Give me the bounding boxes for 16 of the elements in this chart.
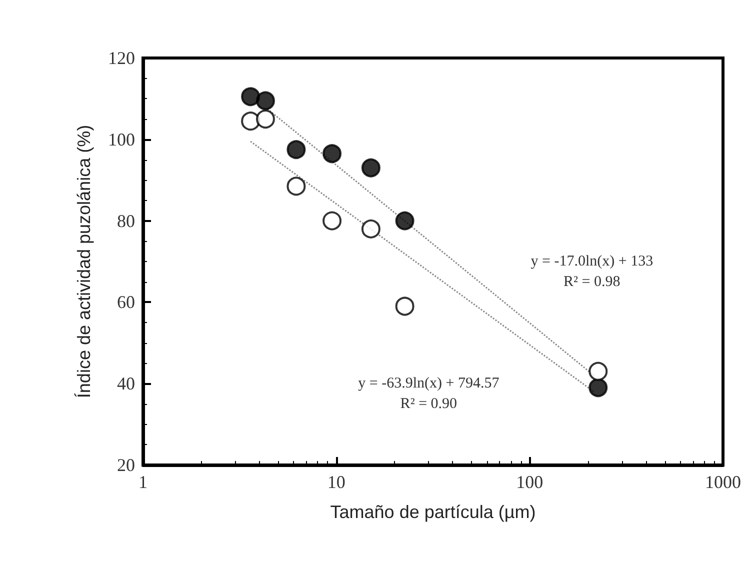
y-tick-label: 40 <box>117 374 135 394</box>
x-tick-label: 1 <box>138 472 148 492</box>
annotation: y = -63.9ln(x) + 794.57 <box>358 376 500 392</box>
annotation: R² = 0.98 <box>564 274 620 290</box>
y-tick-label: 80 <box>117 210 135 231</box>
y-tick-label: 100 <box>108 129 135 150</box>
x-tick-label: 100 <box>516 472 544 492</box>
y-axis-title: Índice de actividad puzolánica (%) <box>74 124 94 398</box>
y-tick-label: 20 <box>117 455 135 475</box>
x-tick-label: 10 <box>327 472 346 492</box>
x-tick-label: 1000 <box>705 472 741 492</box>
annotation: R² = 0.90 <box>400 396 458 412</box>
y-tick-label: 60 <box>117 292 135 312</box>
x-axis-title: Tamaño de partícula (µm) <box>330 502 536 522</box>
annotation: y = -17.0ln(x) + 133 <box>530 254 654 270</box>
y-tick-label: 120 <box>108 48 135 68</box>
